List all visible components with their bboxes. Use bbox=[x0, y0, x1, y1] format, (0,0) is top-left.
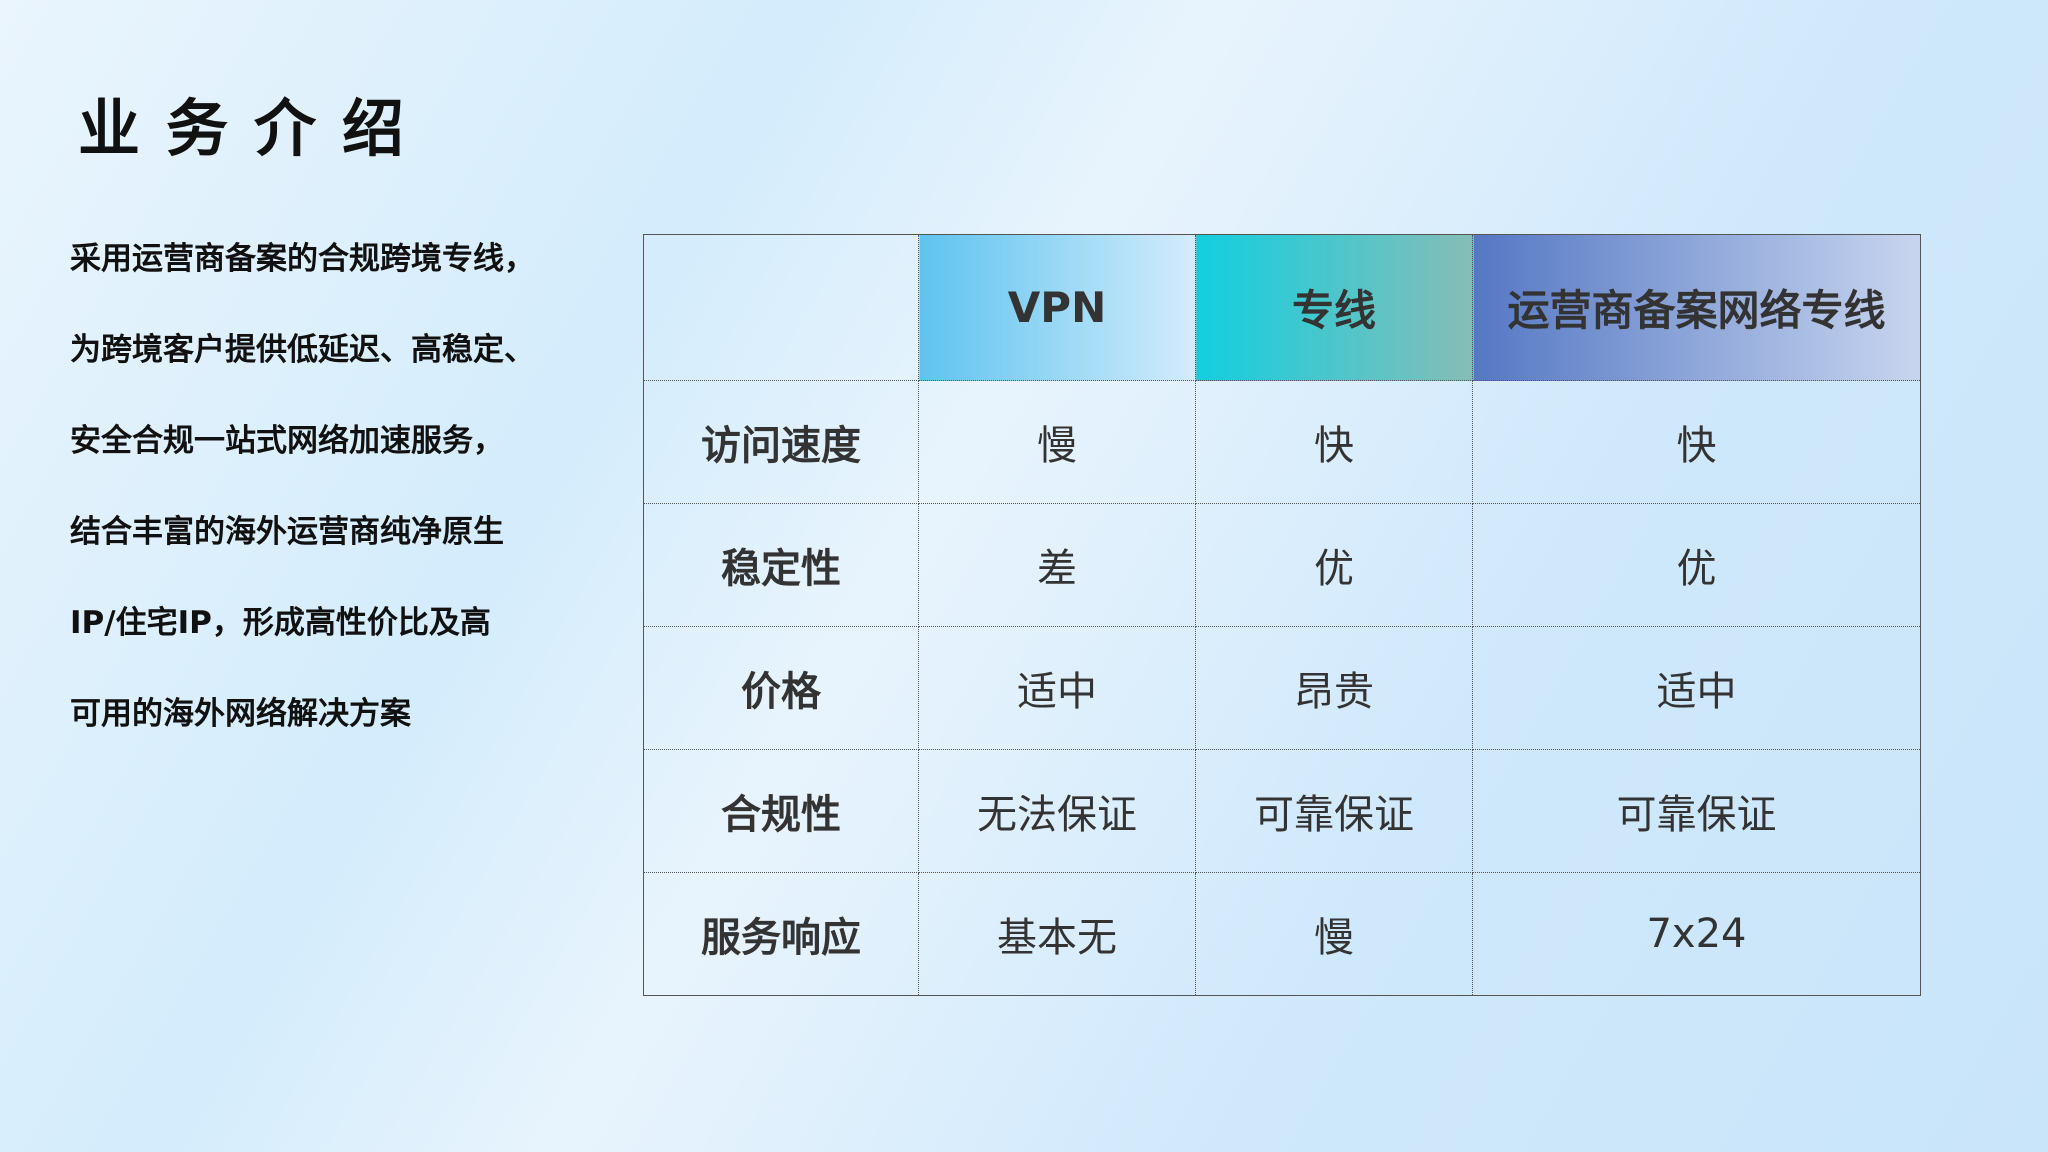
table-cell: 适中 bbox=[1472, 626, 1921, 750]
table-cell: 适中 bbox=[918, 626, 1196, 750]
description-line: 安全合规一站式网络加速服务， bbox=[70, 423, 504, 459]
header-empty bbox=[643, 234, 919, 381]
table-cell: 慢 bbox=[918, 380, 1196, 504]
table-cell: 昂贵 bbox=[1195, 626, 1473, 750]
description-line: IP/住宅IP，形成高性价比及高 bbox=[70, 605, 491, 641]
table-cell: 快 bbox=[1195, 380, 1473, 504]
comparison-table: VPN 专线 运营商备案网络专线 访问速度 慢 快 快 稳定性 差 优 优 价格… bbox=[643, 234, 1921, 996]
table-row: 价格 适中 昂贵 适中 bbox=[643, 626, 1921, 750]
row-header: 访问速度 bbox=[643, 380, 919, 504]
table-row: 服务响应 基本无 慢 7x24 bbox=[643, 872, 1921, 996]
table-cell: 快 bbox=[1472, 380, 1921, 504]
table-cell: 基本无 bbox=[918, 872, 1196, 996]
table-cell: 差 bbox=[918, 503, 1196, 627]
table-cell: 可靠保证 bbox=[1472, 749, 1921, 873]
description-line: 结合丰富的海外运营商纯净原生 bbox=[70, 514, 504, 550]
table-row: 稳定性 差 优 优 bbox=[643, 503, 1921, 627]
header-vpn: VPN bbox=[918, 234, 1196, 381]
table-cell: 优 bbox=[1195, 503, 1473, 627]
table-cell: 慢 bbox=[1195, 872, 1473, 996]
description: 采用运营商备案的合规跨境专线， 为跨境客户提供低延迟、高稳定、 安全合规一站式网… bbox=[70, 228, 630, 774]
table-cell: 7x24 bbox=[1472, 872, 1921, 996]
table-cell: 无法保证 bbox=[918, 749, 1196, 873]
row-header: 服务响应 bbox=[643, 872, 919, 996]
row-header: 稳定性 bbox=[643, 503, 919, 627]
table-cell: 优 bbox=[1472, 503, 1921, 627]
header-dedicated-line: 专线 bbox=[1195, 234, 1473, 381]
description-line: 可用的海外网络解决方案 bbox=[70, 696, 411, 732]
row-header: 合规性 bbox=[643, 749, 919, 873]
description-line: 采用运营商备案的合规跨境专线， bbox=[70, 241, 535, 277]
page-title: 业务介绍 bbox=[78, 92, 431, 165]
table-row: 访问速度 慢 快 快 bbox=[643, 380, 1921, 504]
header-carrier-line: 运营商备案网络专线 bbox=[1472, 234, 1921, 381]
table-row: 合规性 无法保证 可靠保证 可靠保证 bbox=[643, 749, 1921, 873]
table-cell: 可靠保证 bbox=[1195, 749, 1473, 873]
row-header: 价格 bbox=[643, 626, 919, 750]
table-header-row: VPN 专线 运营商备案网络专线 bbox=[643, 234, 1921, 381]
description-line: 为跨境客户提供低延迟、高稳定、 bbox=[70, 332, 535, 368]
